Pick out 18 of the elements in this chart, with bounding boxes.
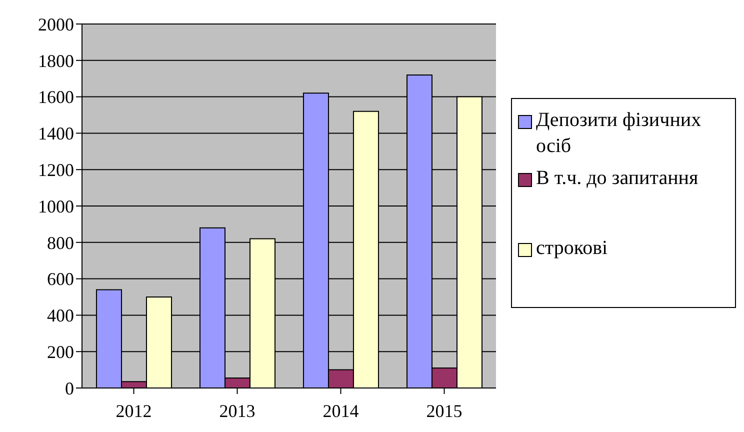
x-tick-label: 2015 [426,400,462,421]
y-tick-label: 2000 [38,14,74,34]
y-tick-label: 200 [47,342,74,362]
y-tick-label: 800 [47,232,74,253]
y-tick-label: 1600 [38,87,74,108]
y-tick-label: 1400 [38,124,74,144]
y-tick-label: 1000 [38,196,74,216]
x-tick-label: 2012 [116,400,152,421]
y-tick-label: 0 [65,378,74,398]
legend-label: Депозити фізичних осіб [536,108,702,159]
x-tick-label: 2013 [219,400,256,421]
y-tick-label: 600 [47,269,74,290]
y-tick-label: 400 [47,306,74,326]
y-tick-label: 1800 [38,50,74,71]
legend-label: строкові [536,236,608,261]
y-tick-label: 1200 [38,160,74,180]
legend-label: В т.ч. до запитання [536,166,698,191]
x-tick-label: 2014 [322,400,359,421]
